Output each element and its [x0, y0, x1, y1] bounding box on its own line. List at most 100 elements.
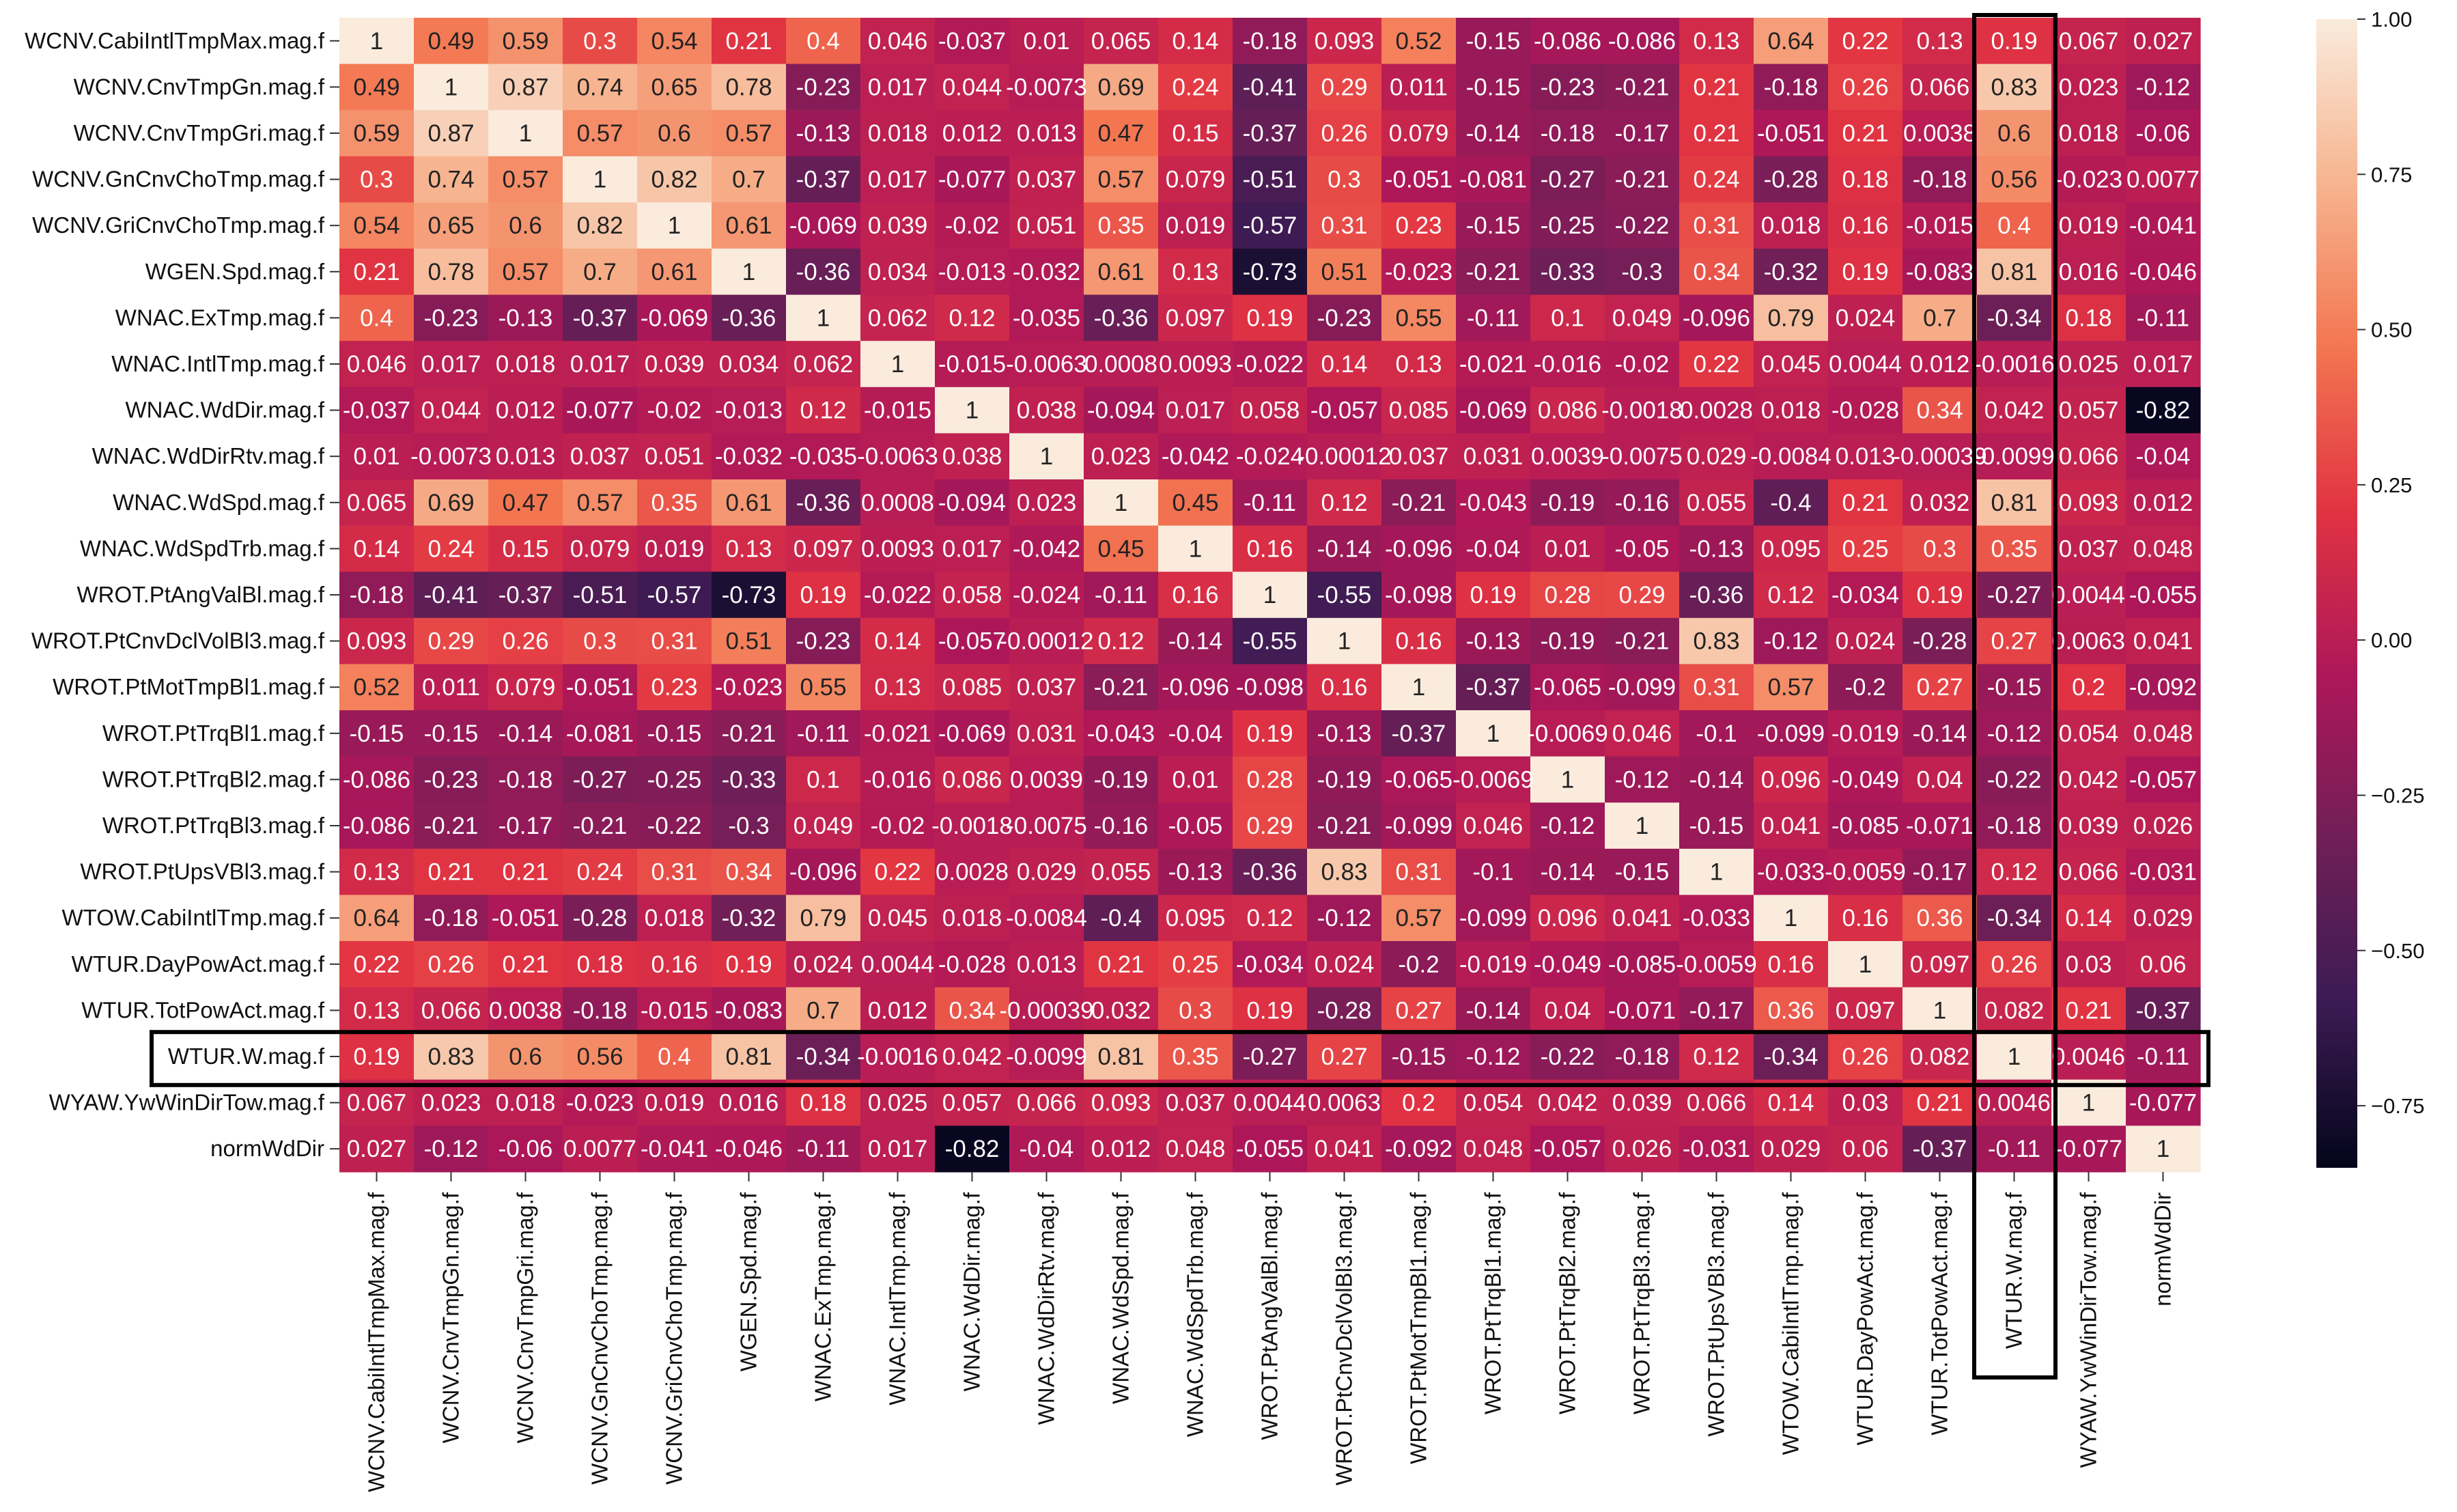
cell-value-label: -0.82 — [945, 1136, 1000, 1162]
heatmap-cell — [488, 479, 563, 527]
cell-value-label: -0.34 — [1987, 905, 2042, 932]
cell-value-label: -0.031 — [2129, 859, 2197, 886]
x-tick-label: WNAC.ExTmp.mag.f — [811, 1192, 836, 1401]
cell-value-label: -0.04 — [2136, 443, 2191, 470]
heatmap-cell — [637, 617, 712, 664]
cell-value-label: -0.06 — [499, 1136, 553, 1162]
cell-value-label: 0.27 — [1916, 674, 1963, 701]
cell-value-label: 0.04 — [1916, 766, 1963, 793]
heatmap-cell — [1381, 18, 1457, 65]
heatmap-cell — [488, 18, 563, 65]
heatmap-cell — [1084, 156, 1159, 203]
cell-value-label: -0.18 — [350, 582, 404, 608]
heatmap-cell — [1754, 987, 1829, 1034]
heatmap-cell — [1456, 341, 1531, 388]
cell-value-label: 0.64 — [1767, 28, 1814, 55]
cell-value-label: 0.017 — [2133, 351, 2193, 378]
heatmap-cell — [935, 110, 1010, 157]
heatmap-cell — [935, 156, 1010, 203]
cell-value-label: 0.14 — [2065, 905, 2111, 932]
heatmap-cell — [712, 941, 787, 988]
heatmap-cell — [1233, 941, 1308, 988]
heatmap-cell — [1679, 525, 1754, 572]
cell-value-label: -0.086 — [1534, 28, 1601, 55]
cell-value-label: 0.57 — [725, 120, 772, 147]
heatmap-cell — [860, 249, 936, 296]
heatmap-cell — [1456, 572, 1531, 619]
heatmap-cell — [1233, 1125, 1308, 1173]
cell-value-label: 0.57 — [576, 490, 623, 516]
heatmap-cell — [1530, 710, 1605, 757]
heatmap-cell — [2051, 756, 2126, 803]
heatmap-cell — [339, 941, 415, 988]
heatmap-cell — [786, 1079, 861, 1126]
cell-value-label: 0.14 — [1172, 28, 1218, 55]
heatmap-cell — [1605, 941, 1680, 988]
heatmap-cell — [2051, 941, 2126, 988]
heatmap-cell — [1530, 1125, 1605, 1173]
heatmap-cell — [563, 202, 638, 249]
heatmap-cell — [339, 802, 415, 850]
heatmap-cell — [339, 387, 415, 434]
heatmap-cell — [1456, 433, 1531, 480]
y-tick-label: WTOW.CabiIntlTmp.mag.f — [62, 905, 325, 930]
y-tick-label: WCNV.CnvTmpGn.mag.f — [74, 74, 325, 99]
heatmap-cell — [563, 617, 638, 664]
cell-value-label: -0.37 — [1392, 720, 1446, 747]
cell-value-label: -0.071 — [1906, 813, 1974, 839]
heatmap-cell — [1381, 387, 1457, 434]
heatmap-cell — [1084, 987, 1159, 1034]
cell-value-label: 0.0008 — [861, 490, 934, 516]
heatmap-cell — [2051, 202, 2126, 249]
heatmap-cell — [2126, 18, 2201, 65]
colorbar-tick-label: −0.75 — [2371, 1094, 2424, 1118]
cell-value-label: 0.024 — [1836, 628, 1896, 655]
heatmap-cell — [712, 710, 787, 757]
heatmap-cell — [860, 710, 936, 757]
heatmap-cell — [339, 664, 415, 711]
heatmap-cell — [1679, 802, 1754, 850]
heatmap-cell — [1828, 387, 1903, 434]
cell-value-label: 0.7 — [1923, 305, 1956, 331]
cell-value-label: 0.018 — [2059, 120, 2119, 147]
heatmap-cell — [1084, 710, 1159, 757]
heatmap-cell — [860, 756, 936, 803]
cell-value-label: 0.097 — [794, 535, 854, 562]
heatmap-cell — [563, 1079, 638, 1126]
cell-value-label: 0.28 — [1246, 766, 1293, 793]
cell-value-label: 0.03 — [1842, 1090, 1888, 1117]
heatmap-cell — [935, 664, 1010, 711]
heatmap-cell — [712, 848, 787, 895]
heatmap-cell — [712, 1079, 787, 1126]
heatmap-cell — [637, 987, 712, 1034]
y-tick-label: WTUR.W.mag.f — [168, 1044, 325, 1069]
heatmap-cell — [1754, 433, 1829, 480]
cell-value-label: -0.037 — [343, 397, 410, 424]
heatmap-cell — [1456, 110, 1531, 157]
cell-value-label: -0.18 — [573, 997, 628, 1024]
heatmap-cell — [1307, 525, 1382, 572]
cell-value-label: -0.0059 — [1825, 859, 1906, 886]
y-tick-label: WNAC.IntlTmp.mag.f — [111, 351, 325, 376]
cell-value-label: 1 — [1189, 535, 1202, 562]
cell-value-label: -0.0016 — [857, 1044, 938, 1070]
heatmap-cell — [2126, 941, 2201, 988]
heatmap-cell — [488, 987, 563, 1034]
cell-value-label: 0.3 — [360, 167, 393, 193]
heatmap-cell — [2051, 710, 2126, 757]
heatmap-cell — [1828, 525, 1903, 572]
cell-value-label: -0.04 — [1466, 535, 1521, 562]
cell-value-label: 0.16 — [651, 951, 697, 978]
heatmap-cell — [1381, 249, 1457, 296]
cell-value-label: 0.54 — [353, 212, 399, 239]
cell-value-label: -0.36 — [1094, 305, 1149, 331]
heatmap-cell — [1009, 110, 1084, 157]
heatmap-cell — [339, 895, 415, 942]
heatmap-cell — [2126, 848, 2201, 895]
heatmap-cell — [1009, 802, 1084, 850]
heatmap-cell — [414, 433, 489, 480]
heatmap-cell — [488, 1079, 563, 1126]
cell-value-label: -0.099 — [1608, 674, 1676, 701]
y-tick-label: WROT.PtTrqBl2.mag.f — [102, 766, 325, 792]
cell-value-label: -0.21 — [1317, 813, 1372, 839]
